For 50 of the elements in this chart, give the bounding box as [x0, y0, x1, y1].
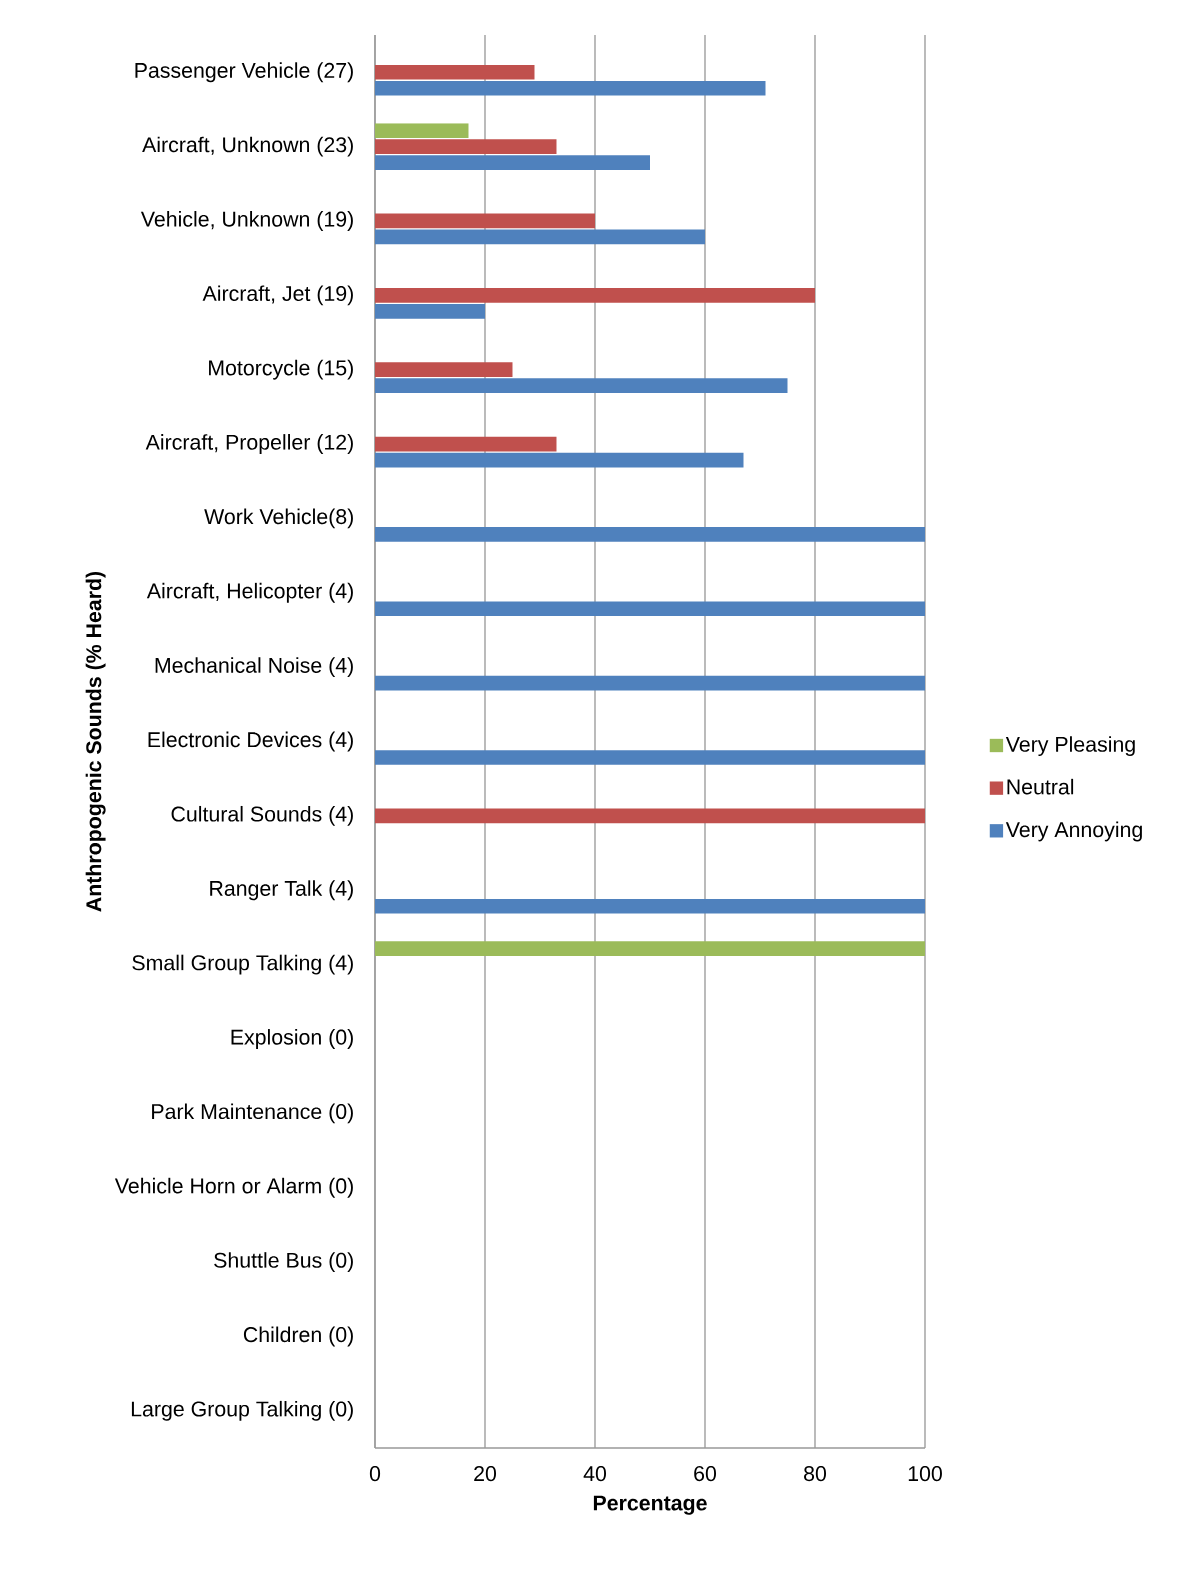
y-tick-label: Aircraft, Jet (19)	[202, 285, 353, 306]
bar	[375, 527, 925, 542]
x-tick-label: 0	[369, 1466, 381, 1482]
y-tick-label: Passenger Vehicle (27)	[135, 62, 353, 83]
y-tick-label: Motorcycle (15)	[209, 359, 353, 380]
y-tick-label: Aircraft, Helicopter (4)	[146, 582, 353, 603]
x-tick-label: 100	[908, 1466, 942, 1482]
y-tick-label: Electronic Devices (4)	[148, 731, 353, 752]
y-tick-label: Aircraft, Propeller (12)	[145, 434, 353, 454]
bar	[375, 808, 925, 824]
y-tick-label: Vehicle Horn or Alarm (0)	[114, 1177, 353, 1198]
bar	[375, 80, 766, 96]
bar	[375, 123, 469, 138]
y-tick-label: Vehicle, Unknown (19)	[140, 211, 353, 231]
x-tick-label: 60	[694, 1466, 717, 1482]
bar	[375, 452, 744, 468]
legend-label: Neutral	[1007, 778, 1074, 795]
bar	[375, 750, 925, 765]
y-tick-label: Park Maintenance (0)	[152, 1103, 353, 1124]
bar	[375, 213, 595, 229]
legend-label: Very Pleasing	[1005, 736, 1135, 757]
y-axis-title: Anthropogenic Sounds (% Heard)	[85, 571, 106, 912]
bar	[375, 378, 788, 394]
bar	[375, 64, 535, 80]
x-axis-title: Percentage	[593, 1495, 707, 1515]
x-tick-label: 40	[583, 1466, 607, 1482]
y-tick-label: Shuttle Bus (0)	[214, 1252, 353, 1273]
bar	[375, 601, 925, 617]
bar	[375, 362, 513, 378]
y-tick-label: Ranger Talk (4)	[210, 880, 353, 901]
legend-label: Very Annoying	[1005, 821, 1142, 842]
bar	[375, 675, 925, 691]
y-tick-label: Cultural Sounds (4)	[171, 805, 353, 826]
y-tick-label: Children (0)	[243, 1326, 353, 1347]
y-tick-label: Explosion (0)	[231, 1029, 353, 1049]
bar	[375, 436, 557, 452]
bar	[375, 898, 925, 914]
x-tick-label: 80	[804, 1466, 827, 1482]
y-tick-label: Large Group Talking (0)	[131, 1400, 353, 1421]
bar	[375, 155, 650, 170]
bar	[375, 941, 925, 956]
x-tick-label: 20	[474, 1466, 497, 1482]
bar	[375, 303, 485, 319]
y-tick-label: Aircraft, Unknown (23)	[142, 136, 353, 157]
bar	[375, 287, 815, 303]
bar	[375, 139, 557, 154]
y-tick-label: Small Group Talking (4)	[132, 954, 353, 975]
bar	[375, 229, 705, 245]
y-tick-label: Mechanical Noise (4)	[155, 657, 353, 678]
y-tick-label: Work Vehicle(8)	[204, 508, 353, 529]
